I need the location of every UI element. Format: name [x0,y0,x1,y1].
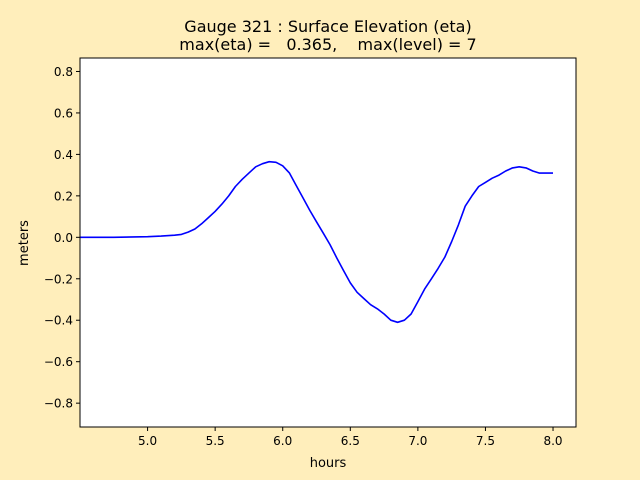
x-tick-label: 8.0 [543,434,562,448]
series-line [80,160,553,324]
chart-subtitle: max(eta) = 0.365, max(level) = 7 [179,35,476,54]
y-axis-label: meters [17,220,32,266]
y-tick-label: 0.0 [54,231,73,245]
x-tick-label: 6.5 [341,434,360,448]
y-tick-label: 0.8 [54,65,73,79]
axis-ticks: 5.0 5.5 6.0 6.5 7.0 7.5 8.0 −0.8 −0.6 −0.4 −0.2 0.0… [44,65,563,448]
x-tick-label: 7.5 [476,434,495,448]
y-tick-label: 0.2 [54,189,73,203]
y-tick-label: −0.8 [44,397,73,411]
x-tick-label: 5.5 [206,434,225,448]
chart-title: Gauge 321 : Surface Elevation (eta) [184,17,471,36]
series-layer [80,160,553,324]
y-tick-label: 0.6 [54,106,73,120]
x-tick-label: 5.0 [138,434,157,448]
x-tick-label: 7.0 [408,434,427,448]
y-tick-label: −0.4 [44,314,73,328]
plot-frame [79,57,577,428]
y-tick-label: 0.4 [54,148,73,162]
y-tick-label: −0.6 [44,355,73,369]
x-tick-label: 6.0 [273,434,292,448]
y-tick-label: −0.2 [44,272,73,286]
x-axis-label: hours [310,456,347,471]
